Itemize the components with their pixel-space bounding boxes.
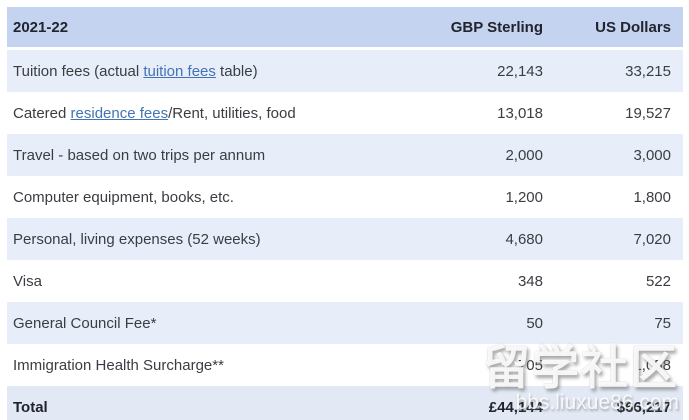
row-usd-value: 3,000 <box>555 134 683 176</box>
row-label-prefix: Tuition fees (actual <box>13 62 144 80</box>
row-usd-value: 7,020 <box>555 218 683 260</box>
row-label: Catered residence fees/Rent, utilities, … <box>7 92 417 134</box>
row-gbp-value: 22,143 <box>417 50 555 92</box>
table-row-tuition-fees: Tuition fees (actual tuition fees table)… <box>7 50 683 92</box>
row-label: Personal, living expenses (52 weeks) <box>7 218 417 260</box>
total-label: Total <box>7 386 417 420</box>
row-label-suffix: table) <box>215 62 258 80</box>
row-label-prefix: Catered <box>13 104 71 122</box>
row-gbp-value: 348 <box>517 272 543 290</box>
row-gbp-value: 705 <box>517 356 543 374</box>
row-label: Tuition fees (actual tuition fees table) <box>7 50 417 92</box>
cost-table: 2021-22 GBP Sterling US Dollars Tuition … <box>7 7 683 420</box>
row-gbp-value: 50 <box>417 302 555 344</box>
table-row-catered-residence: Catered residence fees/Rent, utilities, … <box>7 92 683 134</box>
row-label: Travel - based on two trips per annum <box>7 134 417 176</box>
header-gbp: GBP Sterling <box>417 7 555 50</box>
row-label: Immigration Health Surcharge** <box>13 356 224 374</box>
row-usd-value: 1,058 <box>633 356 671 374</box>
table-row-total: Total £44,144 $66,217 <box>7 386 683 420</box>
row-label: Visa <box>13 272 42 290</box>
row-usd-value: 75 <box>555 302 683 344</box>
table-row-general-council-fee: General Council Fee* 50 75 <box>7 302 683 344</box>
total-gbp-value: £44,144 <box>417 386 555 420</box>
row-usd-value: 1,800 <box>633 188 671 206</box>
row-label: Computer equipment, books, etc. <box>13 188 234 206</box>
header-year: 2021-22 <box>7 7 417 50</box>
catered-residence-link[interactable]: residence fees <box>70 104 169 122</box>
row-gbp-value: 4,680 <box>417 218 555 260</box>
table-row-travel: Travel - based on two trips per annum 2,0… <box>7 134 683 176</box>
row-label-suffix: /Rent, utilities, food <box>168 104 296 122</box>
row-gbp-value: 1,200 <box>505 188 543 206</box>
row-usd-value: 522 <box>645 272 671 290</box>
row-usd-value: 33,215 <box>555 50 683 92</box>
row-usd-value: 19,527 <box>625 104 671 122</box>
table-row-visa: Visa 348 522 <box>7 260 683 302</box>
table-row-immigration-health-surcharge: Immigration Health Surcharge** 705 1,058 <box>7 344 683 386</box>
row-label: General Council Fee* <box>7 302 417 344</box>
tuition-fees-link[interactable]: tuition fees <box>143 62 216 80</box>
header-row: 2021-22 GBP Sterling US Dollars <box>7 7 683 50</box>
header-usd: US Dollars <box>555 7 683 50</box>
table-row-computer-equipment: Computer equipment, books, etc. 1,200 1,80… <box>7 176 683 218</box>
row-gbp-value: 13,018 <box>497 104 543 122</box>
table-row-personal-living: Personal, living expenses (52 weeks) 4,68… <box>7 218 683 260</box>
row-gbp-value: 2,000 <box>417 134 555 176</box>
total-usd-value: $66,217 <box>555 386 683 420</box>
